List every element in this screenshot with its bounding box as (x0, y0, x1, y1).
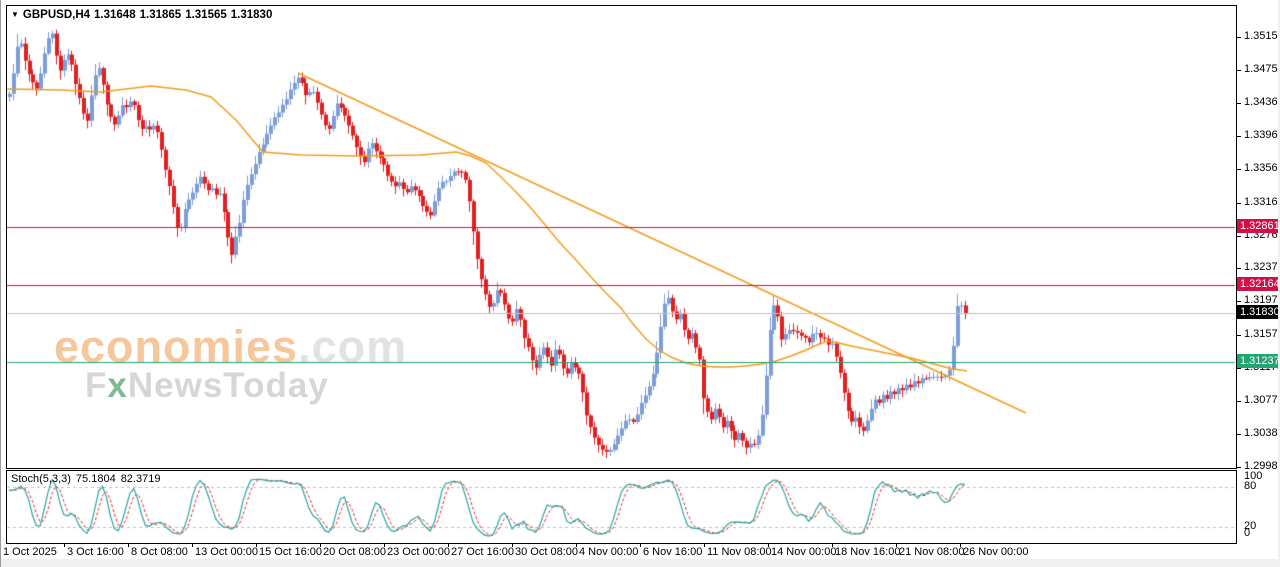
price-tick-mark (1236, 335, 1241, 336)
price-tick-label: 1.30770 (1244, 394, 1280, 406)
price-tick-mark (1236, 37, 1241, 38)
level-price-tag: 1.32861 (1237, 219, 1280, 233)
price-tick-label: 1.33160 (1244, 196, 1280, 208)
price-axis[interactable]: 1.35150 1.34750 1.34360 1.33960 1.33560 1.331… (1236, 0, 1280, 543)
price-tick-label: 1.31970 (1244, 294, 1280, 306)
time-tick-label: 3 Oct 16:00 (67, 546, 124, 558)
price-tick-mark (1236, 301, 1241, 302)
price-tick-mark (1236, 136, 1241, 137)
price-tick-mark (1236, 203, 1241, 204)
price-tick-label: 1.34360 (1244, 96, 1280, 108)
time-tick-label: 15 Oct 16:00 (259, 546, 322, 558)
time-tick-mark (64, 543, 65, 547)
time-tick-mark (192, 543, 193, 547)
price-tick-label: 1.29980 (1244, 460, 1280, 472)
time-tick-label: 11 Nov 08:00 (707, 546, 772, 558)
stoch-d-value: 82.3719 (120, 473, 161, 485)
time-tick-label: 18 Nov 16:00 (835, 546, 901, 558)
time-tick-label: 21 Nov 08:00 (899, 546, 965, 558)
price-tick-label: 1.30380 (1244, 427, 1280, 439)
time-tick-mark (384, 543, 385, 547)
time-tick-mark (640, 543, 641, 547)
bar-high-value: 1.31865 (139, 9, 182, 21)
price-tick-label: 1.33560 (1244, 162, 1280, 174)
symbol-name: GBPUSD,H4 (22, 9, 91, 21)
time-tick-label: 14 Nov 00:00 (771, 546, 837, 558)
time-tick-mark (320, 543, 321, 547)
price-tick-mark (1236, 169, 1241, 170)
time-tick-label: 30 Oct 08:00 (515, 546, 578, 558)
bar-open-value: 1.31648 (94, 9, 136, 21)
time-tick-mark (704, 543, 705, 547)
stoch-scale-label: 100 (1244, 470, 1263, 482)
time-tick-label: 20 Oct 08:00 (323, 546, 386, 558)
time-tick-label: 8 Oct 08:00 (131, 546, 188, 558)
stoch-scale-label: 20 (1244, 520, 1257, 532)
time-tick-mark (768, 543, 769, 547)
price-tick-mark (1236, 103, 1241, 104)
time-tick-mark (0, 543, 1, 547)
price-tick-label: 1.35150 (1244, 30, 1280, 42)
level-price-tag: 1.31237 (1237, 354, 1280, 368)
price-tick-mark (1236, 236, 1241, 237)
time-tick-mark (896, 543, 897, 547)
price-tick-mark (1236, 70, 1241, 71)
time-tick-label: 4 Nov 00:00 (579, 546, 639, 558)
time-tick-label: 27 Oct 16:00 (451, 546, 514, 558)
price-tick-mark (1236, 268, 1241, 269)
price-tick-label: 1.32370 (1244, 261, 1280, 273)
time-tick-mark (960, 543, 961, 547)
symbol-dropdown-icon[interactable]: ▼ (11, 10, 19, 19)
time-tick-mark (576, 543, 577, 547)
time-tick-label: 23 Oct 00:00 (387, 546, 450, 558)
time-tick-label: 13 Oct 00:00 (195, 546, 258, 558)
price-tick-label: 1.31570 (1244, 328, 1280, 340)
time-tick-mark (256, 543, 257, 547)
time-tick-mark (832, 543, 833, 547)
level-price-tag: 1.32164 (1237, 277, 1280, 291)
price-tick-mark (1236, 368, 1241, 369)
window-edge-right (1278, 0, 1280, 567)
time-tick-label: 6 Nov 16:00 (643, 546, 703, 558)
stoch-name: Stoch(5,3,3) (11, 473, 71, 485)
stoch-indicator-label: Stoch(5,3,3) 75.1804 82.3719 (11, 473, 165, 485)
price-tick-mark (1236, 467, 1241, 468)
time-tick-mark (128, 543, 129, 547)
time-tick-mark (448, 543, 449, 547)
price-tick-mark (1236, 401, 1241, 402)
time-axis[interactable]: 1 Oct 2025 3 Oct 16:00 8 Oct 08:00 13 Oct 0… (1, 543, 1280, 559)
price-tick-label: 1.33960 (1244, 129, 1280, 141)
stoch-scale-label: 0 (1244, 527, 1251, 539)
price-tick-mark (1236, 434, 1241, 435)
bar-low-value: 1.31565 (185, 9, 227, 21)
time-tick-label: 26 Nov 00:00 (963, 546, 1029, 558)
symbol-info-bar: ▼ GBPUSD,H4 1.31648 1.31865 1.31565 1.31830 (11, 9, 276, 21)
price-tick-label: 1.34750 (1244, 63, 1280, 75)
stoch-scale-label: 80 (1244, 480, 1257, 492)
bar-close-value: 1.31830 (230, 9, 273, 21)
time-tick-mark (512, 543, 513, 547)
window-edge-bottom (1, 559, 1280, 567)
level-price-tag: 1.31830 (1237, 305, 1280, 319)
stoch-k-value: 75.1804 (75, 473, 116, 485)
time-tick-label: 1 Oct 2025 (3, 546, 57, 558)
